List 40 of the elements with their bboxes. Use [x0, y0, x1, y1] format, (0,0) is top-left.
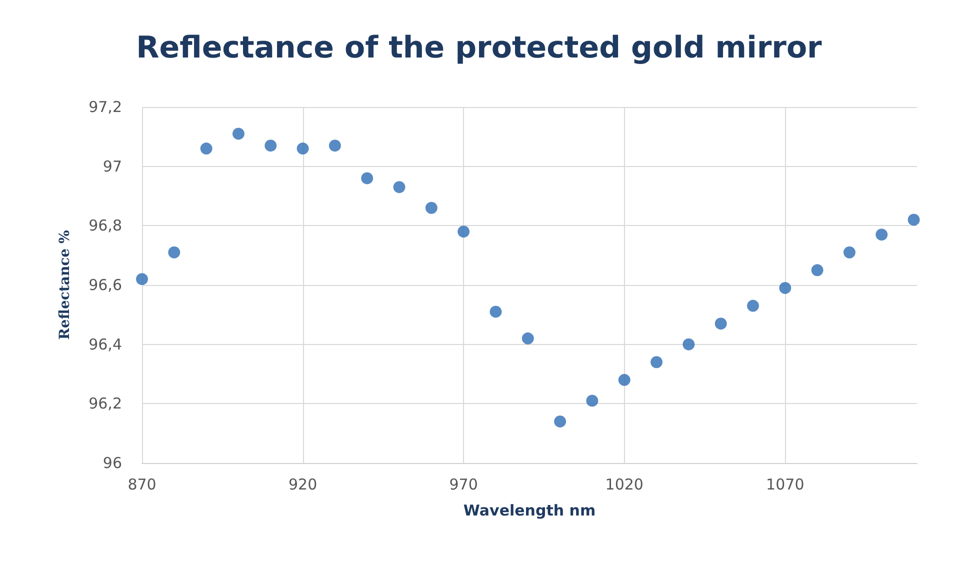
point	[490, 306, 502, 318]
point	[296, 142, 309, 155]
x-tick-label: 920	[288, 476, 318, 494]
point	[586, 394, 598, 407]
point	[458, 226, 470, 238]
y-tick-label: 96,4	[88, 335, 122, 354]
point	[843, 246, 856, 258]
point	[361, 172, 374, 184]
x-tick-label: 970	[449, 476, 478, 494]
y-tick-label: 96,2	[88, 394, 122, 413]
x-tick-label: 1070	[766, 476, 804, 494]
y-tick-label: 96,8	[88, 216, 122, 235]
point	[876, 228, 888, 241]
x-tick-label: 1020	[605, 476, 644, 494]
point	[714, 318, 727, 330]
point	[168, 246, 180, 258]
point	[554, 415, 566, 428]
x-axis-title: Wavelength nm	[463, 502, 596, 520]
point	[908, 214, 920, 226]
chart-title: Reflectance of the protected gold mirror	[136, 30, 822, 66]
point	[618, 374, 630, 386]
point	[232, 128, 244, 140]
x-tick-label: 870	[128, 476, 156, 494]
point	[747, 300, 759, 312]
point	[425, 202, 438, 214]
point	[522, 332, 534, 344]
point	[200, 142, 212, 155]
point	[682, 338, 695, 350]
y-axis-title: Reflectance %	[57, 230, 73, 340]
y-tick-label: 97,2	[88, 98, 122, 116]
point	[811, 264, 824, 276]
point	[393, 181, 406, 194]
point	[650, 356, 663, 368]
y-tick-label: 96	[102, 454, 122, 472]
y-tick-label: 97	[102, 157, 122, 176]
y-tick-label: 96,6	[88, 276, 122, 294]
point	[328, 140, 341, 152]
point	[779, 282, 792, 294]
point	[264, 140, 277, 152]
point	[136, 273, 148, 286]
